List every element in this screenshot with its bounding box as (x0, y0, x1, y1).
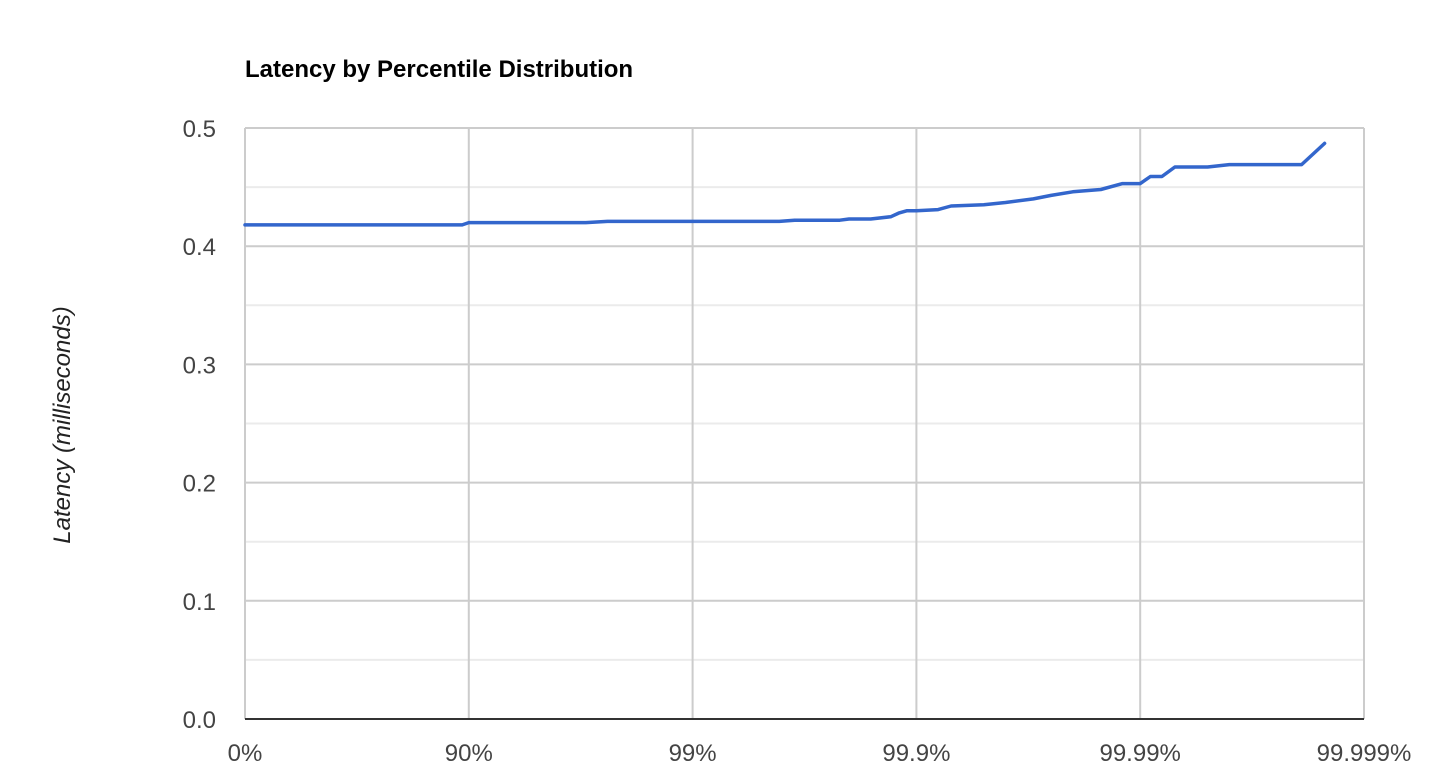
y-axis-tick-labels: 0.0 0.1 0.2 0.3 0.4 0.5 (183, 116, 216, 734)
grid (244, 127, 1365, 720)
y-tick-label: 0.3 (183, 352, 216, 379)
series-line (243, 141, 1327, 227)
y-tick-label: 0.2 (183, 471, 216, 498)
y-tick-label: 0.1 (183, 589, 216, 616)
chart-title: Latency by Percentile Distribution (245, 56, 633, 83)
y-axis-title: Latency (milliseconds) (49, 306, 76, 543)
x-tick-label: 99.999% (1317, 740, 1412, 767)
y-tick-label: 0.0 (183, 707, 216, 734)
x-tick-label: 99.9% (882, 740, 950, 767)
x-tick-label: 99.99% (1099, 740, 1180, 767)
x-tick-label: 90% (445, 740, 493, 767)
x-axis-tick-labels: 0% 90% 99% 99.9% 99.99% 99.999% (228, 740, 1412, 767)
y-tick-label: 0.5 (183, 116, 216, 143)
y-tick-label: 0.4 (183, 234, 216, 261)
x-tick-label: 0% (228, 740, 263, 767)
x-tick-label: 99% (669, 740, 717, 767)
